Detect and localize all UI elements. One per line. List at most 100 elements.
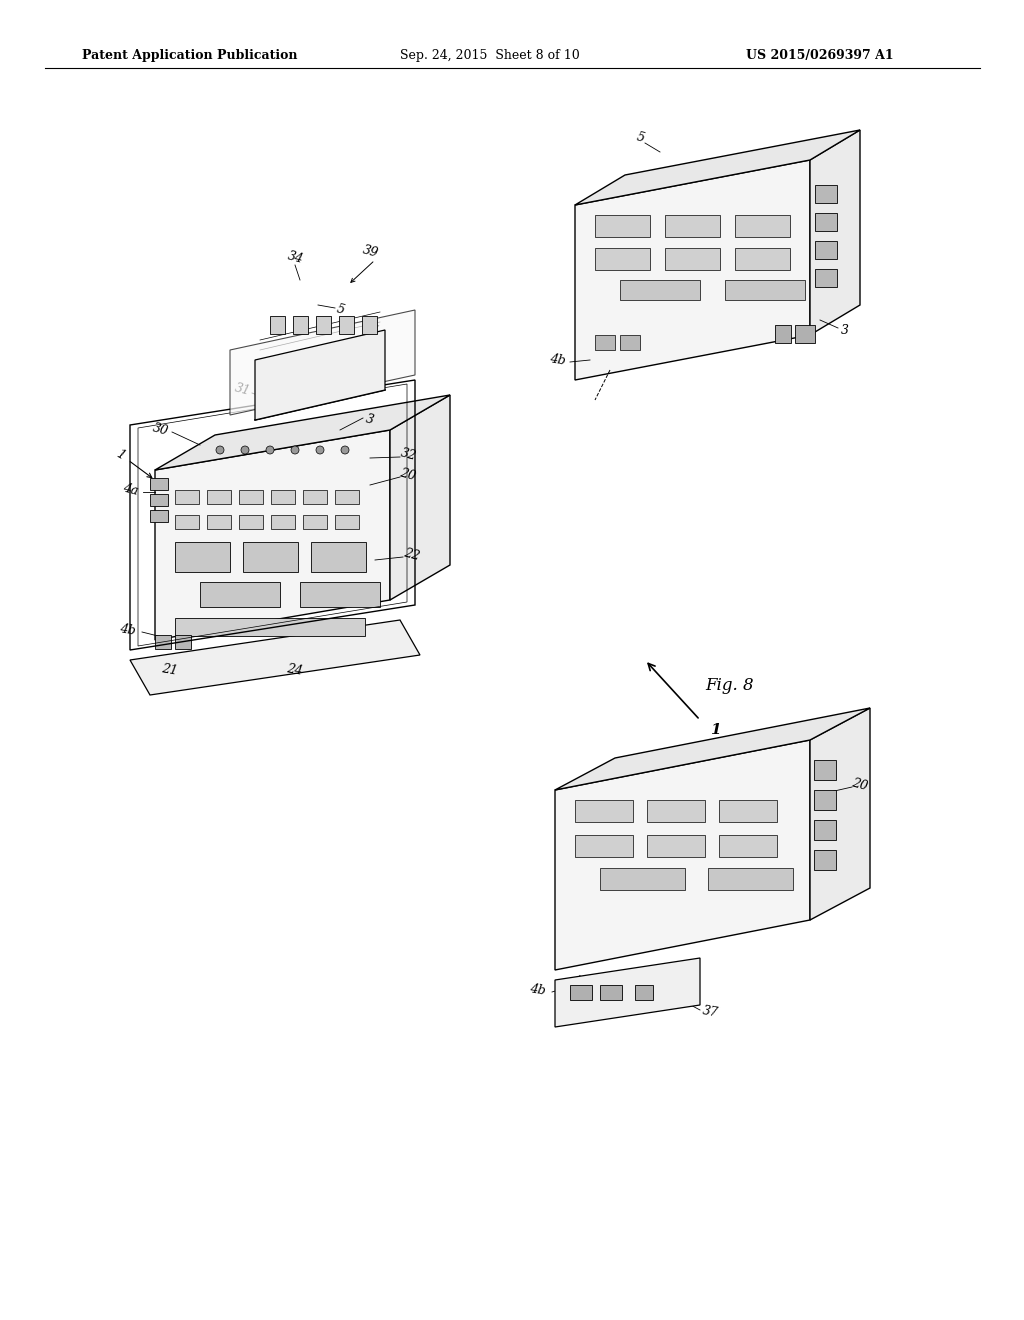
Polygon shape xyxy=(155,395,450,470)
Text: 21: 21 xyxy=(161,663,179,677)
Bar xyxy=(150,510,168,521)
Bar xyxy=(175,543,230,572)
Bar xyxy=(708,869,793,890)
Bar xyxy=(243,543,298,572)
Circle shape xyxy=(266,446,274,454)
Bar xyxy=(175,490,199,504)
Bar xyxy=(239,490,263,504)
Bar xyxy=(665,215,720,238)
Polygon shape xyxy=(130,620,420,696)
Text: 32: 32 xyxy=(398,446,418,463)
Bar xyxy=(647,836,705,857)
Bar xyxy=(595,335,615,350)
Text: 30: 30 xyxy=(151,421,169,438)
Bar xyxy=(814,760,836,780)
Bar xyxy=(311,543,366,572)
Polygon shape xyxy=(555,708,870,789)
Bar xyxy=(339,315,354,334)
Bar xyxy=(815,185,837,203)
Text: 24: 24 xyxy=(286,663,304,677)
Bar xyxy=(303,515,327,529)
Text: 4b: 4b xyxy=(549,352,567,368)
Text: 31: 31 xyxy=(232,381,252,399)
Polygon shape xyxy=(230,310,415,414)
Bar xyxy=(271,515,295,529)
Bar xyxy=(665,248,720,271)
Bar xyxy=(175,515,199,529)
Bar xyxy=(620,335,640,350)
Text: Fig. 8: Fig. 8 xyxy=(706,676,755,693)
Text: 5: 5 xyxy=(335,302,345,317)
Bar xyxy=(735,215,790,238)
Text: 22: 22 xyxy=(402,546,422,564)
Text: 34: 34 xyxy=(286,249,304,267)
Bar xyxy=(150,494,168,506)
Text: 5: 5 xyxy=(635,131,645,145)
Text: 1: 1 xyxy=(710,723,720,737)
Polygon shape xyxy=(810,129,860,335)
Polygon shape xyxy=(555,741,810,970)
Text: Patent Application Publication: Patent Application Publication xyxy=(82,49,298,62)
Bar xyxy=(595,248,650,271)
Bar xyxy=(620,280,700,300)
Text: 37: 37 xyxy=(360,322,380,338)
Text: 4a: 4a xyxy=(121,482,139,498)
Text: 4b: 4b xyxy=(529,982,547,998)
Bar xyxy=(815,213,837,231)
Bar xyxy=(570,985,592,1001)
Bar xyxy=(600,869,685,890)
Bar xyxy=(155,635,171,649)
Bar xyxy=(635,985,653,1001)
Circle shape xyxy=(216,446,224,454)
Bar xyxy=(815,269,837,286)
Bar xyxy=(207,515,231,529)
Bar xyxy=(293,315,308,334)
Text: Sep. 24, 2015  Sheet 8 of 10: Sep. 24, 2015 Sheet 8 of 10 xyxy=(400,49,580,62)
Bar xyxy=(575,800,633,822)
Bar xyxy=(270,315,285,334)
Polygon shape xyxy=(155,430,390,640)
Bar xyxy=(725,280,805,300)
Bar xyxy=(239,515,263,529)
Text: 3: 3 xyxy=(841,323,849,337)
Text: 39: 39 xyxy=(360,244,380,260)
Bar xyxy=(719,800,777,822)
Bar xyxy=(595,215,650,238)
Bar xyxy=(735,248,790,271)
Circle shape xyxy=(316,446,324,454)
Bar xyxy=(362,315,377,334)
Text: 37: 37 xyxy=(701,1005,719,1020)
Text: 20: 20 xyxy=(851,776,869,793)
Bar xyxy=(300,582,380,607)
Bar xyxy=(335,490,359,504)
Text: 1: 1 xyxy=(114,447,127,462)
Text: 4b: 4b xyxy=(119,622,137,638)
Circle shape xyxy=(241,446,249,454)
Circle shape xyxy=(341,446,349,454)
Bar xyxy=(815,242,837,259)
Bar xyxy=(814,789,836,810)
Polygon shape xyxy=(810,708,870,920)
Bar xyxy=(200,582,280,607)
Bar xyxy=(150,478,168,490)
Polygon shape xyxy=(575,129,860,205)
Bar xyxy=(575,836,633,857)
Text: 3: 3 xyxy=(365,413,376,428)
Bar xyxy=(814,850,836,870)
Bar xyxy=(647,800,705,822)
Polygon shape xyxy=(255,330,385,420)
Bar xyxy=(271,490,295,504)
Bar xyxy=(175,635,191,649)
Bar xyxy=(795,325,815,343)
Bar xyxy=(207,490,231,504)
Text: US 2015/0269397 A1: US 2015/0269397 A1 xyxy=(746,49,894,62)
Bar xyxy=(719,836,777,857)
Text: 20: 20 xyxy=(398,467,418,483)
Bar xyxy=(600,985,622,1001)
Polygon shape xyxy=(390,395,450,601)
Bar xyxy=(175,618,365,636)
Bar xyxy=(303,490,327,504)
Circle shape xyxy=(291,446,299,454)
Polygon shape xyxy=(575,160,810,380)
Bar xyxy=(775,325,791,343)
